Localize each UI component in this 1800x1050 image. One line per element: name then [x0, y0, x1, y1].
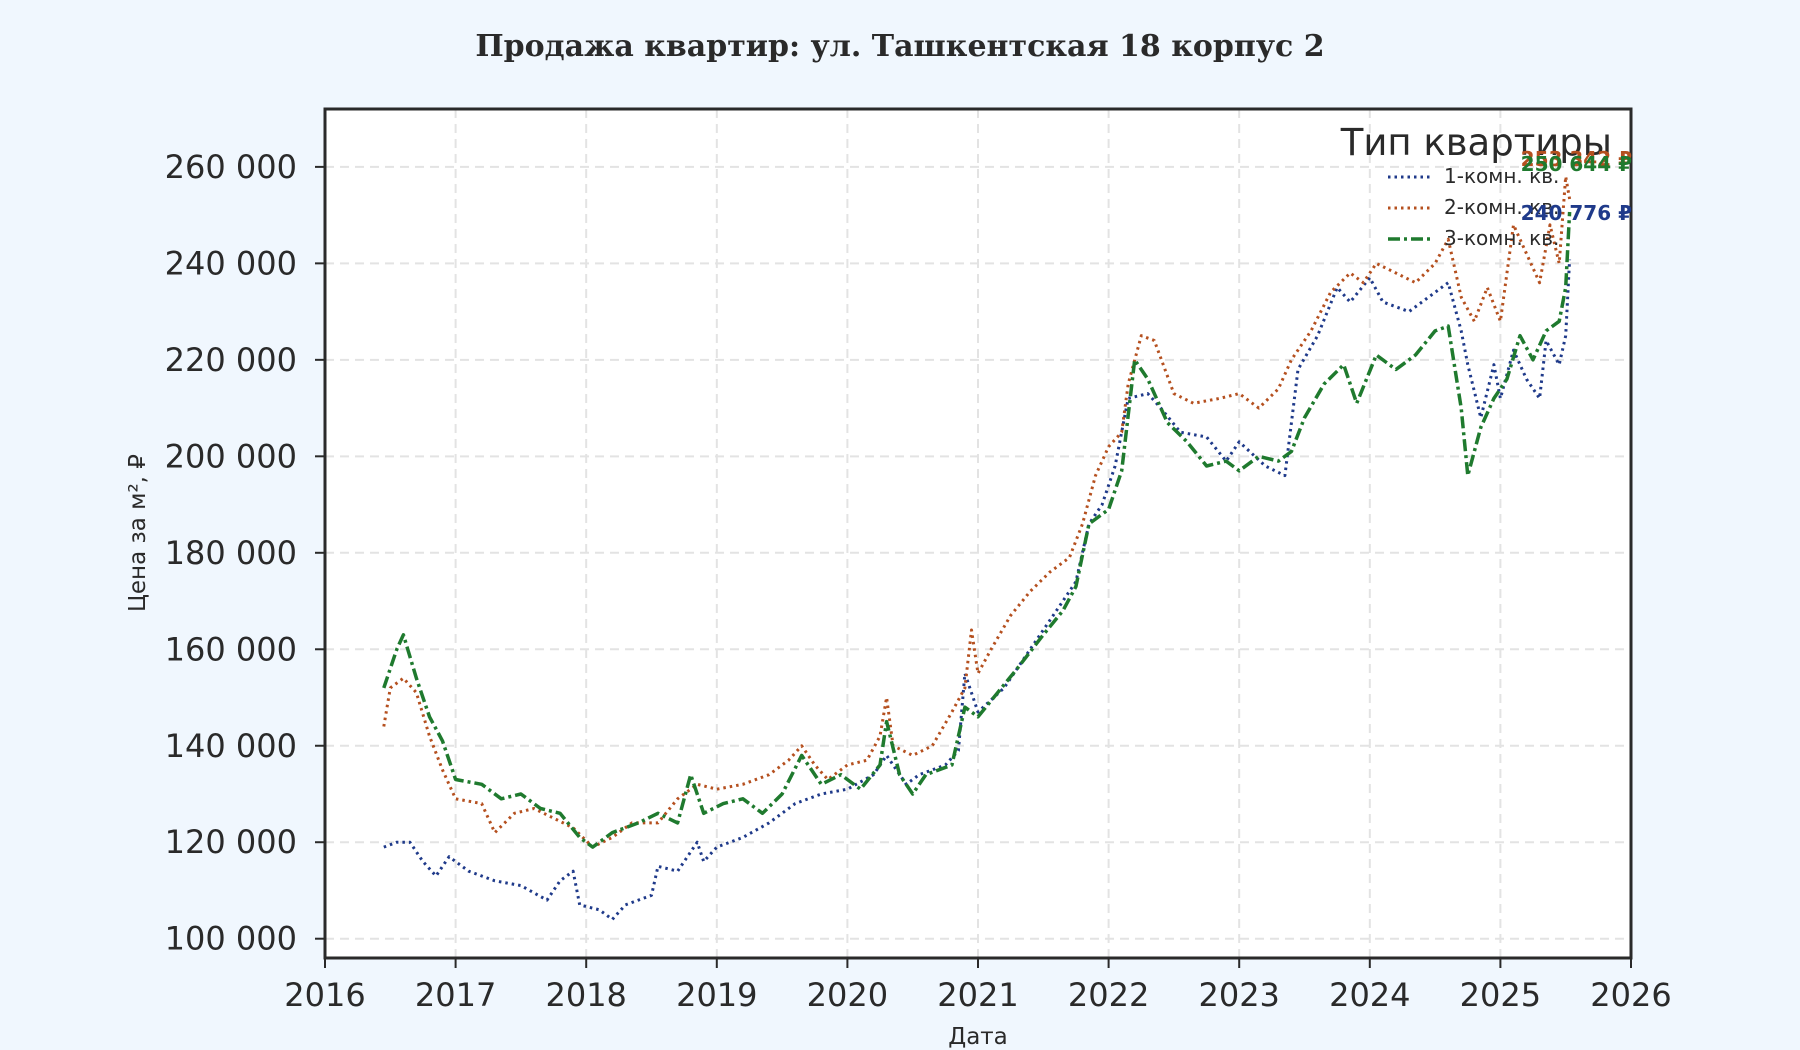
x-tick-label: 2017 [415, 976, 496, 1014]
x-tick-label: 2019 [676, 976, 757, 1014]
x-tick-label: 2025 [1460, 976, 1541, 1014]
y-axis-label: Цена за м², ₽ [125, 454, 151, 612]
x-tick-label: 2018 [545, 976, 626, 1014]
legend-label: 1-комн. кв. [1444, 164, 1559, 188]
legend: Тип квартиры 1-комн. кв. 2-комн. кв. 3-ком… [1340, 121, 1612, 250]
x-tick-label: 2024 [1329, 976, 1410, 1014]
y-tick-label: 220 000 [165, 341, 297, 379]
y-tick-label: 140 000 [165, 727, 297, 765]
legend-title: Тип квартиры [1340, 121, 1612, 164]
series-line [382, 211, 1572, 849]
legend-items: 1-комн. кв. 2-комн. кв. 3-комн. кв. [1388, 164, 1559, 250]
legend-label: 2-комн. кв. [1444, 195, 1559, 219]
y-tick-label: 100 000 [165, 920, 297, 958]
x-tick-label: 2026 [1590, 976, 1671, 1014]
y-tick-label: 200 000 [165, 437, 297, 475]
end-label-layer: 240 776 ₽ 253 342 ₽250 644 ₽ [1521, 147, 1632, 225]
y-tick-label: 240 000 [165, 244, 297, 282]
x-tick-label: 2021 [937, 976, 1018, 1014]
series-end-label: 240 776 ₽ [1521, 201, 1632, 225]
legend-label: 3-комн. кв. [1444, 226, 1559, 250]
series-end-label: 250 644 ₽ [1521, 152, 1632, 176]
chart-title: Продажа квартир: ул. Ташкентская 18 корп… [475, 29, 1324, 64]
series-line [382, 175, 1572, 849]
y-tick-label: 260 000 [165, 148, 297, 186]
y-tick-label: 180 000 [165, 534, 297, 572]
x-tick-label: 2020 [807, 976, 888, 1014]
series-layer [382, 175, 1572, 921]
x-axis-label: Дата [948, 1024, 1008, 1050]
y-tick-label: 160 000 [165, 630, 297, 668]
x-tick-label: 2022 [1068, 976, 1149, 1014]
x-tick-label: 2016 [284, 976, 365, 1014]
y-tick-label: 120 000 [165, 823, 297, 861]
series-end-label: 253 342 ₽ [1521, 147, 1632, 171]
tick-layer: 2016 2017 2018 2019 2020 2021 2022 2023 2024 2025… [165, 148, 1672, 1014]
x-tick-label: 2023 [1198, 976, 1279, 1014]
